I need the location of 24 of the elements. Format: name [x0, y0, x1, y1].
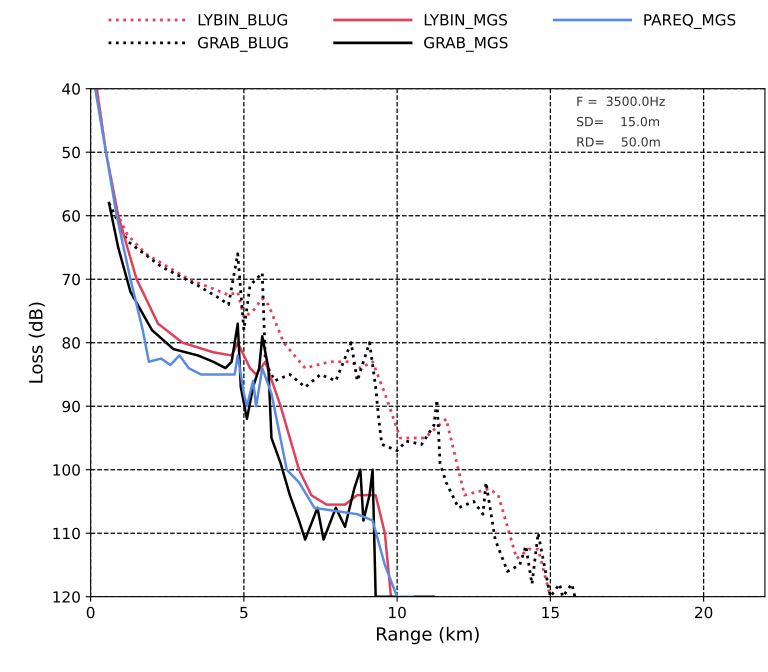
y-axis-title: Loss (dB): [28, 302, 45, 383]
y-tick-label: 100: [53, 464, 80, 476]
x-tick-label: 15: [542, 606, 559, 618]
y-tick-label: 70: [62, 274, 80, 286]
x-tick-label: 5: [240, 606, 248, 618]
x-axis-title: Range (km): [377, 626, 479, 644]
y-tick-label: 90: [62, 400, 80, 412]
legend-label: LYBIN_BLUG: [198, 14, 288, 29]
annotation: F = 3500.0Hz: [577, 96, 665, 106]
legend-label: GRAB_MGS: [424, 36, 508, 52]
legend-label: PAREQ_MGS: [644, 14, 736, 29]
y-tick-label: 120: [53, 591, 80, 603]
y-tick-label: 40: [62, 83, 80, 95]
x-tick-label: 0: [86, 606, 94, 618]
legend-label: LYBIN_MGS: [424, 14, 508, 29]
y-tick-label: 80: [62, 337, 80, 349]
y-tick-label: 60: [62, 210, 80, 222]
x-tick-label: 10: [389, 606, 406, 618]
annotation: SD= 15.0m: [576, 116, 659, 126]
x-tick-label: 20: [695, 606, 712, 618]
y-tick-label: 110: [53, 528, 80, 540]
legend-label: GRAB_BLUG: [198, 36, 288, 52]
annotation: RD= 50.0m: [577, 137, 660, 147]
y-tick-label: 50: [62, 146, 80, 158]
